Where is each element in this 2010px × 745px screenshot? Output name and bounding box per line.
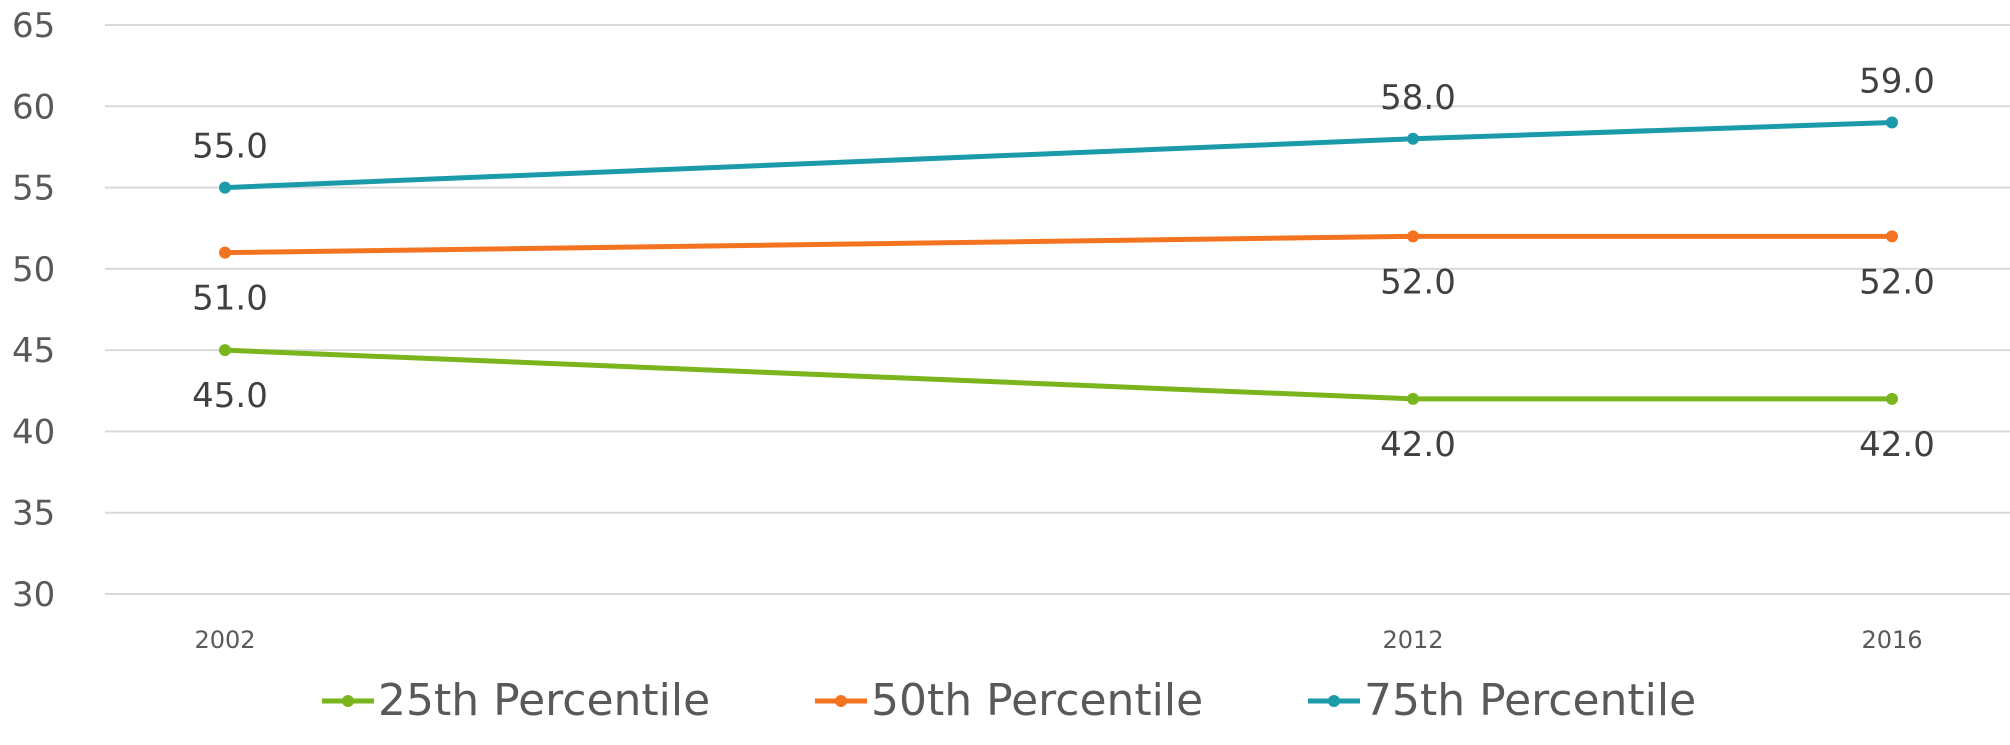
legend-swatch-marker	[1328, 695, 1340, 707]
data-point-50th-percentile	[219, 246, 231, 259]
y-tick-label: 65	[12, 6, 55, 46]
data-point-75th-percentile	[219, 181, 231, 194]
legend-swatch-marker	[342, 695, 354, 707]
x-tick-label: 2012	[1382, 626, 1443, 654]
data-label-25th-percentile: 45.0	[192, 376, 268, 416]
data-point-25th-percentile	[1886, 392, 1898, 405]
data-point-25th-percentile	[219, 344, 231, 357]
x-tick-label: 2002	[194, 626, 255, 654]
y-tick-label: 55	[12, 169, 55, 209]
data-point-75th-percentile	[1886, 116, 1898, 129]
series-line-75th-percentile	[224, 120, 1893, 191]
data-point-50th-percentile	[1886, 230, 1898, 243]
data-label-75th-percentile: 59.0	[1859, 62, 1935, 102]
y-tick-label: 50	[12, 250, 55, 290]
data-label-layer: 45.0 42.0 42.0 51.0 52.0 52.0 55.0 58.0 59.0	[192, 62, 1935, 465]
legend-label: 75th Percentile	[1364, 675, 1696, 726]
legend-item-50th-percentile: 50th Percentile	[815, 675, 1203, 726]
data-label-50th-percentile: 51.0	[192, 279, 268, 319]
legend-item-75th-percentile: 75th Percentile	[1308, 675, 1696, 726]
y-tick-label: 30	[12, 575, 55, 615]
x-axis: 2002 2012 2016	[194, 626, 1922, 654]
y-tick-label: 60	[12, 87, 55, 127]
legend: 25th Percentile 50th Percentile 75th Perce…	[322, 675, 1696, 726]
y-axis: 30 35 40 45 50 55 60 65	[12, 6, 55, 615]
data-point-50th-percentile	[1407, 230, 1419, 243]
series-line-25th-percentile	[224, 347, 1892, 402]
data-label-75th-percentile: 55.0	[192, 127, 268, 167]
x-tick-label: 2016	[1861, 626, 1922, 654]
data-label-75th-percentile: 58.0	[1380, 78, 1456, 118]
data-label-50th-percentile: 52.0	[1380, 262, 1456, 302]
series-layer	[219, 116, 1898, 405]
legend-label: 50th Percentile	[871, 675, 1203, 726]
legend-item-25th-percentile: 25th Percentile	[322, 675, 710, 726]
data-point-25th-percentile	[1407, 392, 1419, 405]
data-label-25th-percentile: 42.0	[1859, 425, 1935, 465]
y-tick-label: 35	[12, 494, 55, 534]
y-tick-label: 40	[12, 412, 55, 452]
data-label-25th-percentile: 42.0	[1380, 425, 1456, 465]
y-tick-label: 45	[12, 331, 55, 371]
legend-swatch-marker	[835, 695, 847, 707]
series-line-50th-percentile	[224, 233, 1892, 256]
grid-layer	[105, 24, 2010, 595]
data-label-50th-percentile: 52.0	[1859, 262, 1935, 302]
data-point-75th-percentile	[1407, 132, 1419, 145]
legend-label: 25th Percentile	[378, 675, 710, 726]
